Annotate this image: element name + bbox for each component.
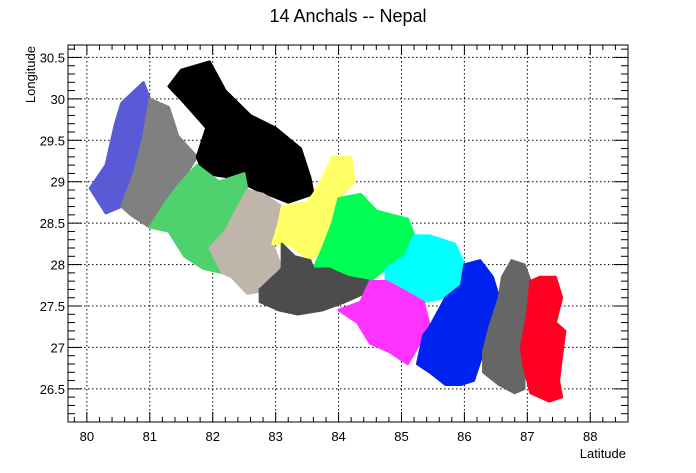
x-tick-label: 86 <box>457 429 471 444</box>
y-tick-label: 26.5 <box>40 382 65 397</box>
y-tick-label: 29 <box>51 175 65 190</box>
x-tick-label: 88 <box>583 429 597 444</box>
x-tick-labels: 80 81 82 83 84 85 86 87 88 <box>80 429 598 444</box>
x-tick-label: 84 <box>331 429 345 444</box>
y-axis-title: Longitude <box>23 46 38 103</box>
y-tick-labels: 26.5 27 27.5 28 28.5 29 29.5 30 30.5 <box>40 50 65 396</box>
y-tick-label: 27 <box>51 340 65 355</box>
y-tick-label: 30.5 <box>40 50 65 65</box>
anchal-region-8 <box>258 242 372 316</box>
x-tick-label: 83 <box>268 429 282 444</box>
anchal-regions <box>88 60 567 403</box>
y-tick-label: 28.5 <box>40 216 65 231</box>
axis-ticks <box>68 45 628 422</box>
x-tick-label: 82 <box>205 429 219 444</box>
chart-title: 14 Anchals -- Nepal <box>269 6 426 26</box>
y-tick-label: 29.5 <box>40 133 65 148</box>
y-tick-label: 27.5 <box>40 299 65 314</box>
anchal-region-6 <box>271 155 356 262</box>
x-tick-label: 87 <box>520 429 534 444</box>
x-tick-label: 85 <box>394 429 408 444</box>
x-tick-label: 80 <box>80 429 94 444</box>
x-tick-label: 81 <box>143 429 157 444</box>
y-tick-label: 28 <box>51 258 65 273</box>
anchal-region-13 <box>519 275 567 403</box>
plot-frame <box>67 44 629 423</box>
anchal-region-2 <box>120 97 199 229</box>
x-axis-title: Latitude <box>580 446 626 461</box>
y-tick-label: 30 <box>51 92 65 107</box>
